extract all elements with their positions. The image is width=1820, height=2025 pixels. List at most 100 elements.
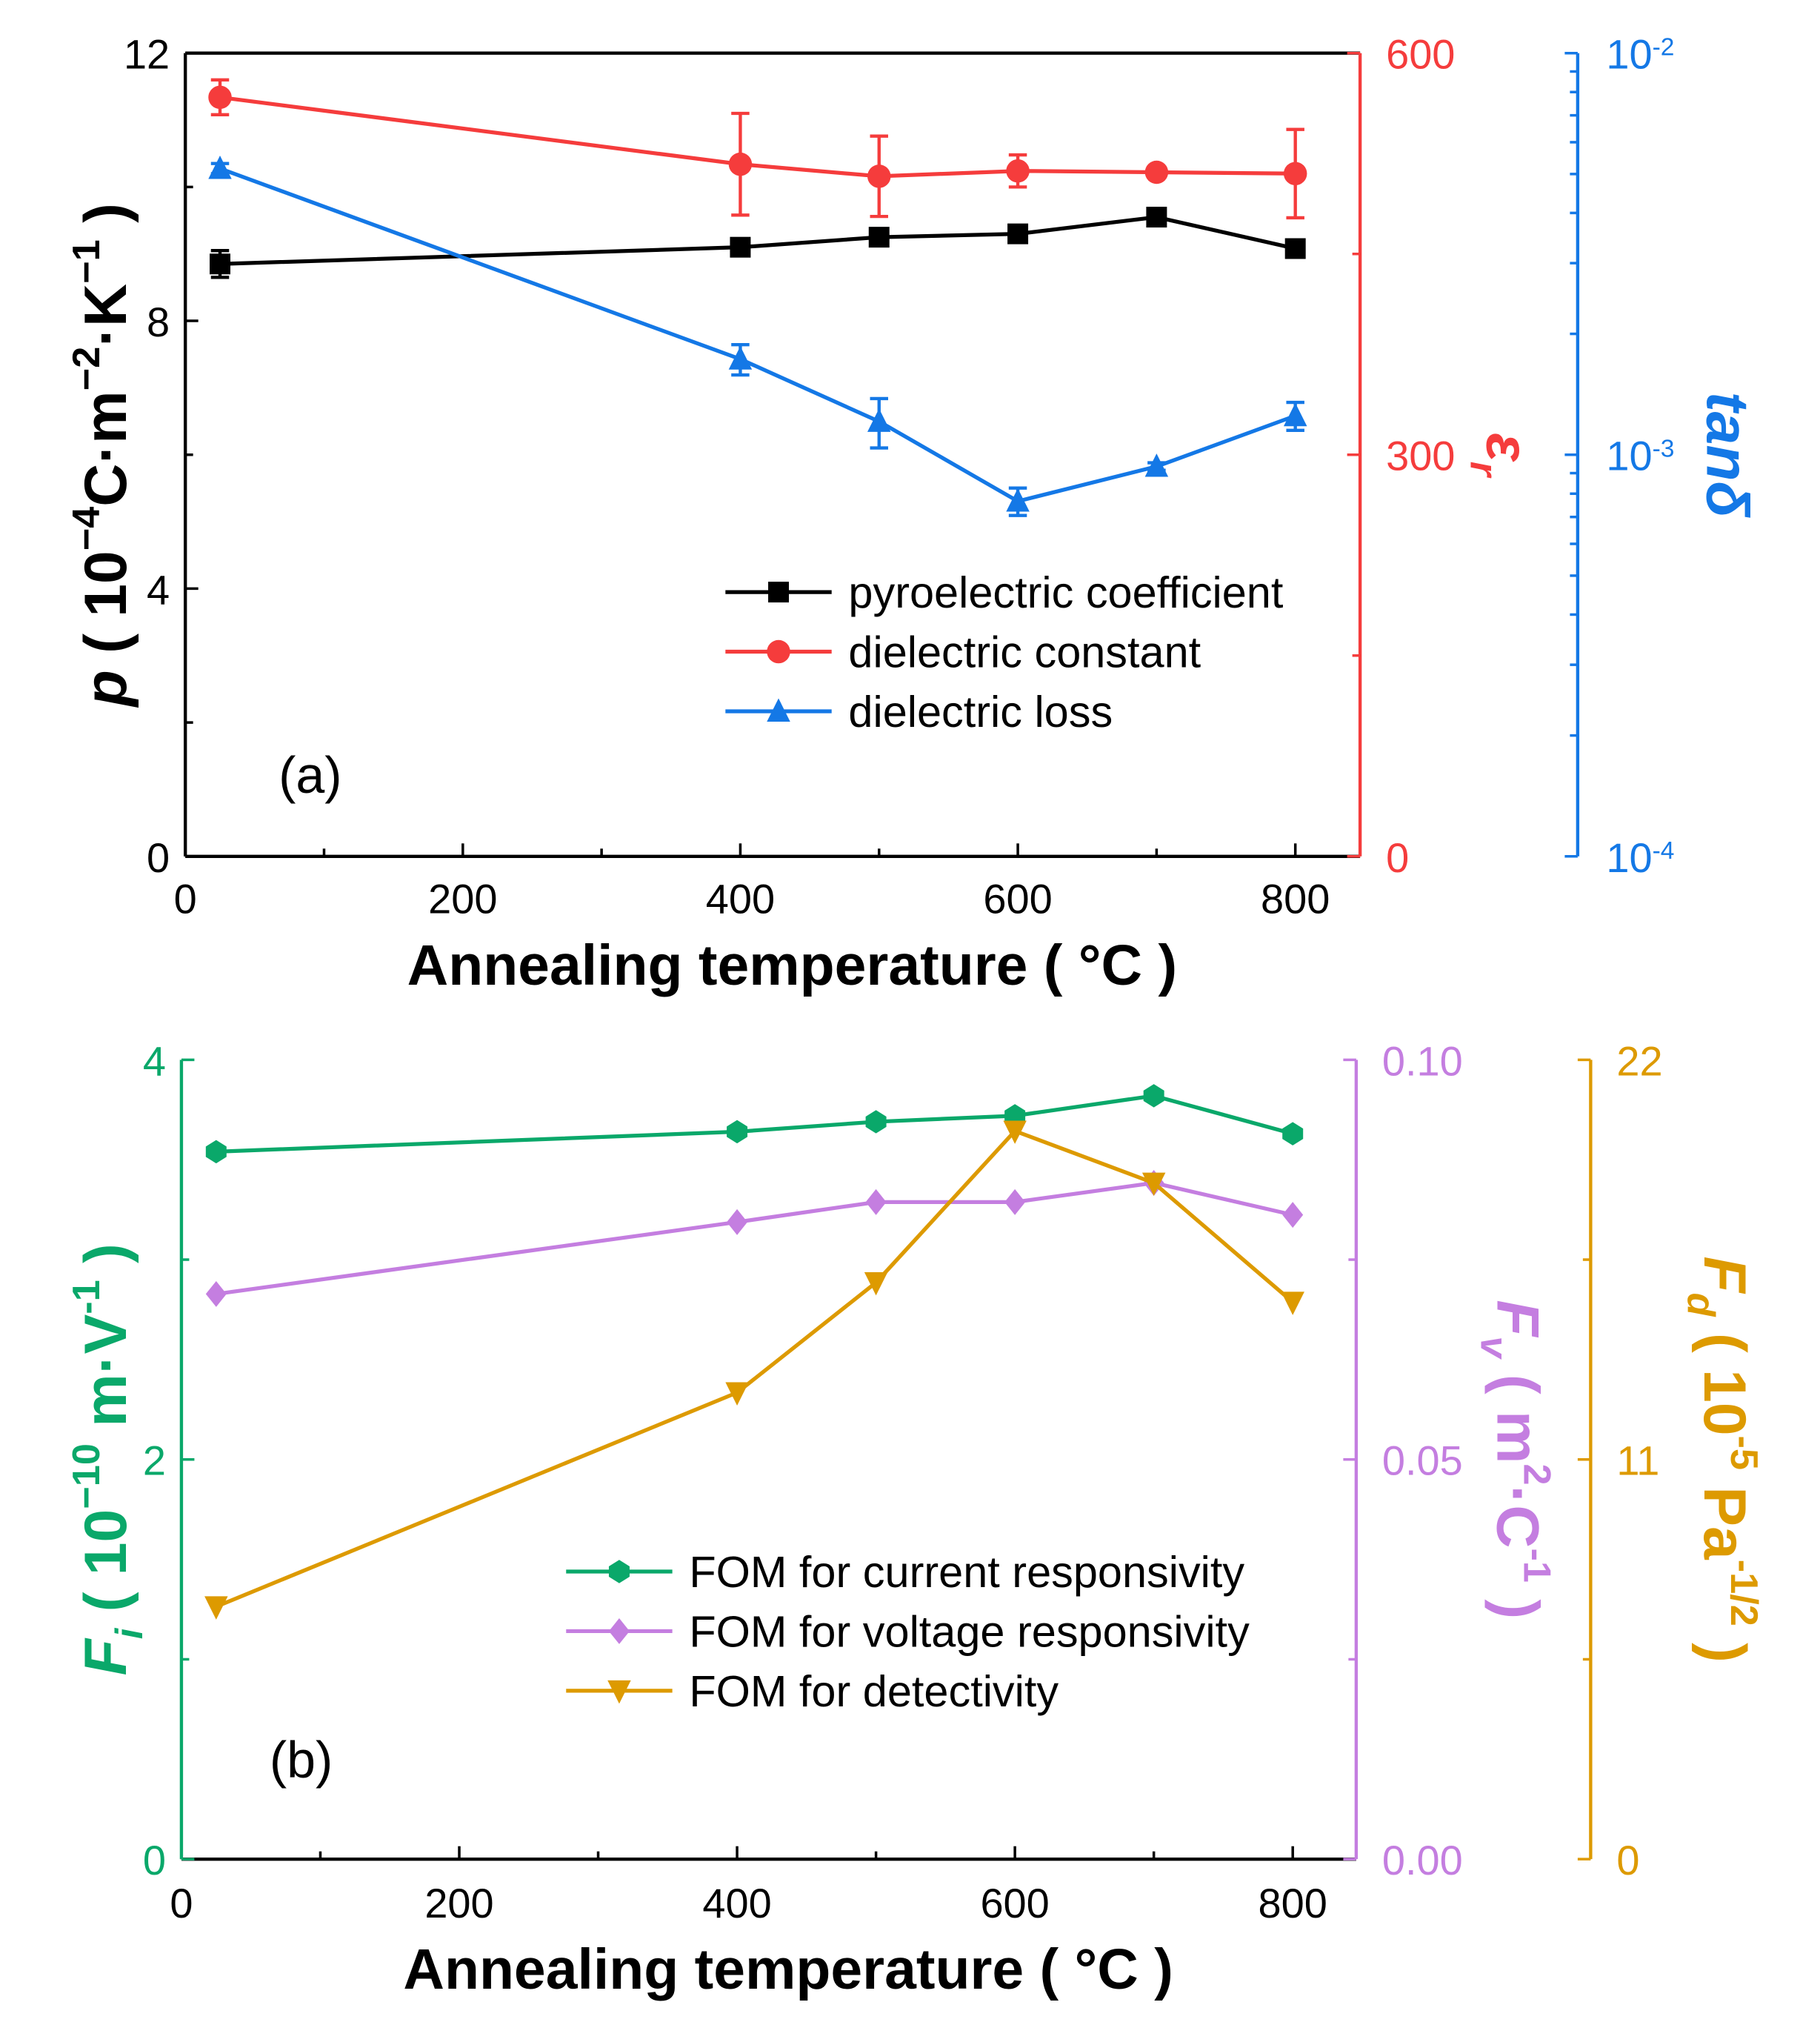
- data-point-fi: [205, 1140, 227, 1164]
- legend-marker: [607, 1680, 631, 1704]
- tan-tick-base: 10: [1606, 433, 1652, 479]
- series-line-tan: [219, 166, 1296, 504]
- legend-marker: [767, 639, 790, 664]
- series-fv: [205, 1169, 1304, 1307]
- fv-axis-title-part: ( m: [1484, 1358, 1550, 1464]
- p-axis-title-part: −4: [65, 507, 108, 551]
- series-line-fd: [215, 1128, 1294, 1609]
- data-point-tan: [867, 408, 891, 432]
- tan-tick-exp: -2: [1653, 33, 1675, 61]
- data-point-er: [1006, 159, 1030, 183]
- fd-tick-label: 0: [1616, 1837, 1639, 1883]
- data-point-tan: [1006, 488, 1030, 512]
- fv-axis-title-part: ·C: [1484, 1486, 1550, 1549]
- data-point-fv: [1004, 1188, 1026, 1215]
- tan-axis-title-part: tanδ: [1693, 392, 1760, 519]
- p-axis-title-part: C·m: [73, 390, 139, 506]
- data-point-fd: [864, 1271, 888, 1296]
- data-point-p: [210, 253, 230, 275]
- tan-axis-title: tanδ: [1693, 392, 1760, 519]
- tan-tick-exp: -4: [1653, 837, 1675, 864]
- fv-axis-title-part: v: [1473, 1337, 1516, 1360]
- legend-label: FOM for voltage responsivity: [689, 1606, 1250, 1656]
- x-tick-label: 400: [706, 876, 775, 922]
- fd-axis-title-part: d: [1679, 1293, 1722, 1317]
- er-axis-title-part: ε: [1473, 433, 1540, 462]
- tan-tick-label: 10-4: [1606, 834, 1674, 881]
- data-point-p: [1007, 223, 1029, 245]
- legend-label: dielectric constant: [848, 628, 1201, 677]
- p-axis-title-part: ·K: [73, 284, 139, 347]
- data-point-er: [208, 85, 232, 110]
- data-point-fd: [725, 1382, 749, 1406]
- fi-axis-title-part: ( 10: [73, 1509, 139, 1629]
- legend-label: FOM for detectivity: [689, 1666, 1059, 1716]
- data-point-fi: [1282, 1122, 1304, 1145]
- p-axis-title-part: ): [73, 203, 139, 239]
- fd-axis-title-part: Pa: [1691, 1470, 1758, 1560]
- fv-tick-label: 0.00: [1382, 1837, 1463, 1883]
- data-point-tan: [1283, 402, 1307, 427]
- series-fi: [205, 1084, 1304, 1164]
- fi-axis-title-part: ): [73, 1243, 139, 1280]
- fi-tick-label: 4: [143, 1037, 166, 1084]
- p-axis-title-part: −2: [65, 347, 108, 391]
- fi-axis-title-part: m·V: [73, 1314, 139, 1443]
- fd-tick-label: 22: [1616, 1037, 1662, 1084]
- fi-axis-title: Fi ( 10−10 m·V-1 ): [65, 1243, 151, 1675]
- tan-tick-base: 10: [1606, 31, 1652, 78]
- er-axis-title-part: r: [1462, 462, 1505, 479]
- data-point-fv: [205, 1280, 227, 1307]
- fi-axis-title-part: -1: [65, 1280, 108, 1314]
- data-point-tan: [728, 346, 753, 370]
- data-point-fi: [1143, 1084, 1164, 1108]
- data-point-er: [867, 164, 891, 188]
- fi-tick-label: 0: [143, 1837, 166, 1883]
- p-tick-label: 0: [147, 834, 170, 881]
- tan-tick-label: 10-3: [1606, 433, 1674, 479]
- data-point-er: [1283, 162, 1307, 186]
- data-point-p: [730, 236, 751, 258]
- data-point-fd: [1003, 1120, 1027, 1144]
- data-point-p: [1284, 238, 1306, 259]
- legend-marker: [767, 698, 790, 722]
- series-line-er: [219, 95, 1296, 179]
- x-tick-label: 200: [424, 1880, 493, 1926]
- data-point-fi: [865, 1110, 887, 1134]
- x-tick-label: 800: [1259, 1880, 1327, 1926]
- legend-label: dielectric loss: [848, 687, 1113, 736]
- fd-tick-label: 11: [1616, 1437, 1659, 1484]
- p-axis-title-part: ( 10: [73, 551, 139, 670]
- data-point-fv: [865, 1188, 887, 1215]
- x-tick-label: 800: [1261, 876, 1330, 922]
- p-tick-label: 12: [124, 31, 170, 78]
- fd-axis-title: Fd ( 10-5 Pa-1/2 ): [1679, 1257, 1765, 1663]
- series-line-fi: [216, 1094, 1293, 1154]
- tan-tick-exp: -3: [1653, 435, 1675, 462]
- fv-axis-title-part: F: [1484, 1300, 1550, 1337]
- series-line-p: [219, 215, 1296, 266]
- p-axis-title: p ( 10−4C·m−2·K−1 ): [65, 203, 139, 708]
- series-p: [210, 207, 1306, 279]
- p-tick-label: 4: [147, 566, 170, 613]
- p-axis-title-part: −1: [65, 239, 108, 284]
- er-axis-title: εr: [1462, 433, 1541, 478]
- fd-axis-title-part: ): [1691, 1626, 1758, 1663]
- legend-label: FOM for current responsivity: [689, 1547, 1244, 1597]
- series-line-fv: [216, 1180, 1293, 1297]
- data-point-fd: [1141, 1172, 1166, 1197]
- fi-axis-title-part: i: [108, 1627, 151, 1639]
- data-point-tan: [1144, 453, 1169, 477]
- legend-marker: [608, 1560, 630, 1583]
- fi-axis-title-part: −10: [65, 1443, 108, 1509]
- fv-axis-title-part: 2: [1516, 1464, 1559, 1486]
- fv-axis-title-part: -1: [1516, 1549, 1559, 1583]
- fd-axis-title-part: -1/2: [1722, 1560, 1765, 1626]
- fi-tick-label: 2: [143, 1437, 166, 1484]
- data-point-fv: [727, 1208, 748, 1235]
- x-tick-label: 0: [170, 1880, 193, 1926]
- x-tick-label: 200: [428, 876, 497, 922]
- x-tick-label: 600: [983, 876, 1052, 922]
